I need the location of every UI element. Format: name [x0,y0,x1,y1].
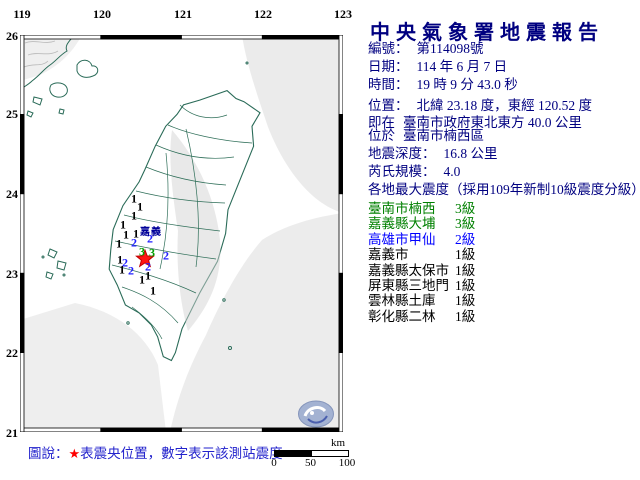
station-row: 彰化縣二林 1級 [368,309,638,324]
station-name: 臺南市楠西 [368,201,436,216]
terrain-hatch [23,40,59,68]
field-label: 位置： [368,98,409,113]
station-name: 屏東縣三地門 [368,277,449,293]
station-intensity: 2級 [455,231,476,247]
lon-label-123: 123 [334,7,352,21]
field-label: 時間： [368,77,409,92]
field-value: 第114098號 [416,41,484,56]
cwa-logo [298,400,334,428]
station-intensity: 3級 [455,216,476,232]
field-magnitude: 芮氏規模： 4.0 [368,164,638,179]
field-value: 19 時 9 分 43.0 秒 [416,77,518,92]
field-time: 時間： 19 時 9 分 43.0 秒 [368,77,638,92]
lat-label-21: 21 [6,426,18,440]
legend-prefix: 圖說： [28,446,69,461]
station-name: 嘉義縣太保市 [368,262,449,278]
lon-label-122: 122 [254,7,272,21]
station-intensity: 1級 [455,277,476,293]
field-label: 編號： [368,41,409,56]
station-row: 臺南市楠西 3級 [368,201,638,216]
map-legend: 圖說：★表震央位置，數字表示該測站震度 [28,442,283,462]
report-title: 中央氣象署地震報告 [370,22,604,44]
field-label: 即在 [368,115,395,130]
county-boundaries [111,104,253,340]
field-value: 114 年 6 月 7 日 [416,59,508,74]
station-intensity: 1級 [455,247,476,263]
lat-label-24: 24 [6,187,18,201]
scale-unit-label: km [331,437,346,449]
terrain-mountains [170,130,221,331]
scale-bar-white-segment [311,451,348,456]
station-row: 高雄市甲仙 2級 [368,232,638,247]
lat-label-26: 26 [6,29,18,43]
station-name: 嘉義市 [368,247,409,263]
station-intensity: 3級 [455,201,476,216]
field-depth: 地震深度： 16.8 公里 [368,146,638,161]
field-value: 北緯 23.18 度，東經 120.52 度 [416,98,593,113]
terrain-southwest [20,303,166,432]
station-name: 雲林縣土庫 [368,293,436,309]
field-label: 日期： [368,59,409,74]
scale-bar [274,450,349,457]
terrain-northeast [242,35,343,213]
field-report-number: 編號： 第114098號 [368,41,638,56]
station-row: 嘉義縣大埔 3級 [368,216,638,231]
field-value: 16.8 公里 [443,146,498,161]
map-frame [20,35,343,432]
field-label: 地震深度： [368,146,436,161]
field-value: 臺南市政府東北東方 40.0 公里 [403,115,582,130]
station-name: 高雄市甲仙 [368,231,436,247]
field-label: 芮氏規模： [368,164,436,179]
legend-text: 表震央位置，數字表示該測站震度 [80,446,283,461]
field-location: 位置： 北緯 23.18 度，東經 120.52 度 [368,98,638,113]
china-coastline [20,35,99,118]
field-relative-location: 即在 臺南市政府東北東方 40.0 公里 [368,115,638,130]
station-intensity: 1級 [455,262,476,278]
field-label: 位於 [368,128,395,143]
lon-label-121: 121 [174,7,192,21]
epicenter-star-legend-icon: ★ [68,446,81,461]
station-name: 彰化縣二林 [368,308,436,324]
lat-label-25: 25 [6,107,18,121]
lon-label-119: 119 [13,7,31,21]
intensity-header: 各地最大震度（採用109年新制10級震度分級） [368,182,640,197]
field-value: 4.0 [443,164,461,179]
station-row: 嘉義縣太保市 1級 [368,263,638,278]
station-name: 嘉義縣大埔 [368,216,436,232]
station-intensity: 1級 [455,308,476,324]
city-label-chiayi: 嘉義 [140,227,162,238]
lat-label-22: 22 [6,346,18,360]
terrain-southeast [170,213,343,432]
station-row: 嘉義市 1級 [368,247,638,262]
field-value: 臺南市楠西區 [403,128,484,143]
map-svg [20,35,343,432]
scale-bar-black-segment [275,451,312,456]
station-row: 屏東縣三地門 1級 [368,278,638,293]
lat-label-23: 23 [6,267,18,281]
report-body: 編號： 第114098號 日期： 114 年 6 月 7 日 時間： 19 時 9 分… [368,41,640,324]
offshore-islands [41,61,249,350]
lon-label-120: 120 [93,7,111,21]
scale-tick-100: 100 [338,457,356,469]
station-intensity: 1級 [455,293,476,309]
epicenter-star-icon [135,248,155,268]
scale-tick-50: 50 [305,457,316,469]
field-district: 位於 臺南市楠西區 [368,128,638,143]
scale-tick-0: 0 [271,457,277,469]
field-date: 日期： 114 年 6 月 7 日 [368,59,638,74]
station-row: 雲林縣土庫 1級 [368,293,638,308]
